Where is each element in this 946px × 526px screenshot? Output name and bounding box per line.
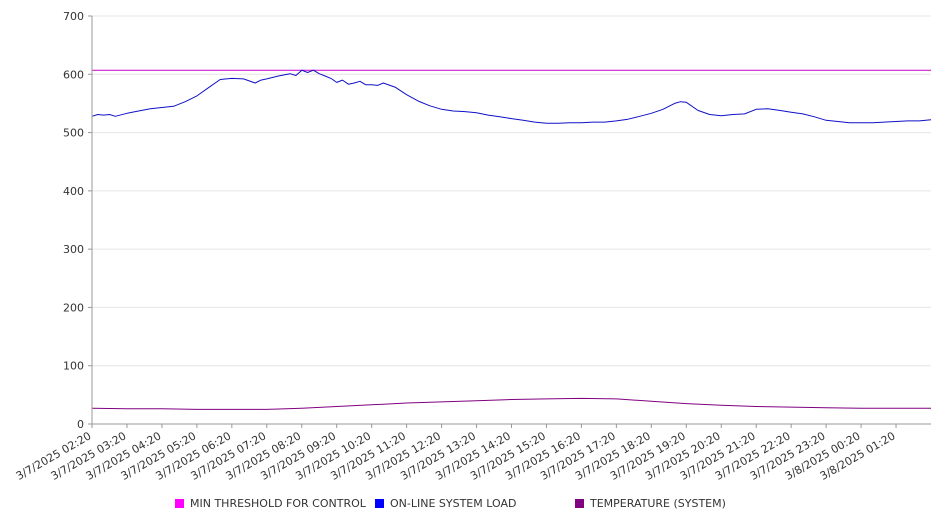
y-tick-label-200: 200 (63, 301, 84, 314)
y-tick-label-700: 700 (63, 10, 84, 23)
series-line-on-line-system-load (91, 69, 932, 124)
legend-swatch-system-load (375, 499, 384, 508)
y-tick-label-400: 400 (63, 185, 84, 198)
legend-label-min-threshold: MIN THRESHOLD FOR CONTROL (190, 497, 366, 510)
legend: MIN THRESHOLD FOR CONTROL ON-LINE SYSTEM… (0, 497, 946, 515)
y-tick-label-500: 500 (63, 127, 84, 140)
y-axis-ticks: 0 100 200 300 400 500 600 700 (63, 10, 92, 431)
grid (92, 15, 931, 367)
legend-item-min-threshold[interactable]: MIN THRESHOLD FOR CONTROL (175, 497, 366, 510)
legend-swatch-min-threshold (175, 499, 184, 508)
series-line-temperature-system (91, 397, 931, 410)
x-axis-ticks: 3/7/2025 02:203/7/2025 03:203/7/2025 04:… (14, 424, 898, 483)
legend-label-temperature: TEMPERATURE (SYSTEM) (590, 497, 726, 510)
axes (91, 16, 931, 425)
y-tick-label-600: 600 (63, 68, 84, 81)
y-tick-label-0: 0 (77, 418, 84, 431)
legend-item-temperature[interactable]: TEMPERATURE (SYSTEM) (575, 497, 726, 510)
legend-label-system-load: ON-LINE SYSTEM LOAD (390, 497, 517, 510)
series-layer (91, 69, 932, 410)
legend-swatch-temperature (575, 499, 584, 508)
y-tick-label-100: 100 (63, 360, 84, 373)
legend-item-system-load[interactable]: ON-LINE SYSTEM LOAD (375, 497, 516, 510)
y-tick-label-300: 300 (63, 243, 84, 256)
